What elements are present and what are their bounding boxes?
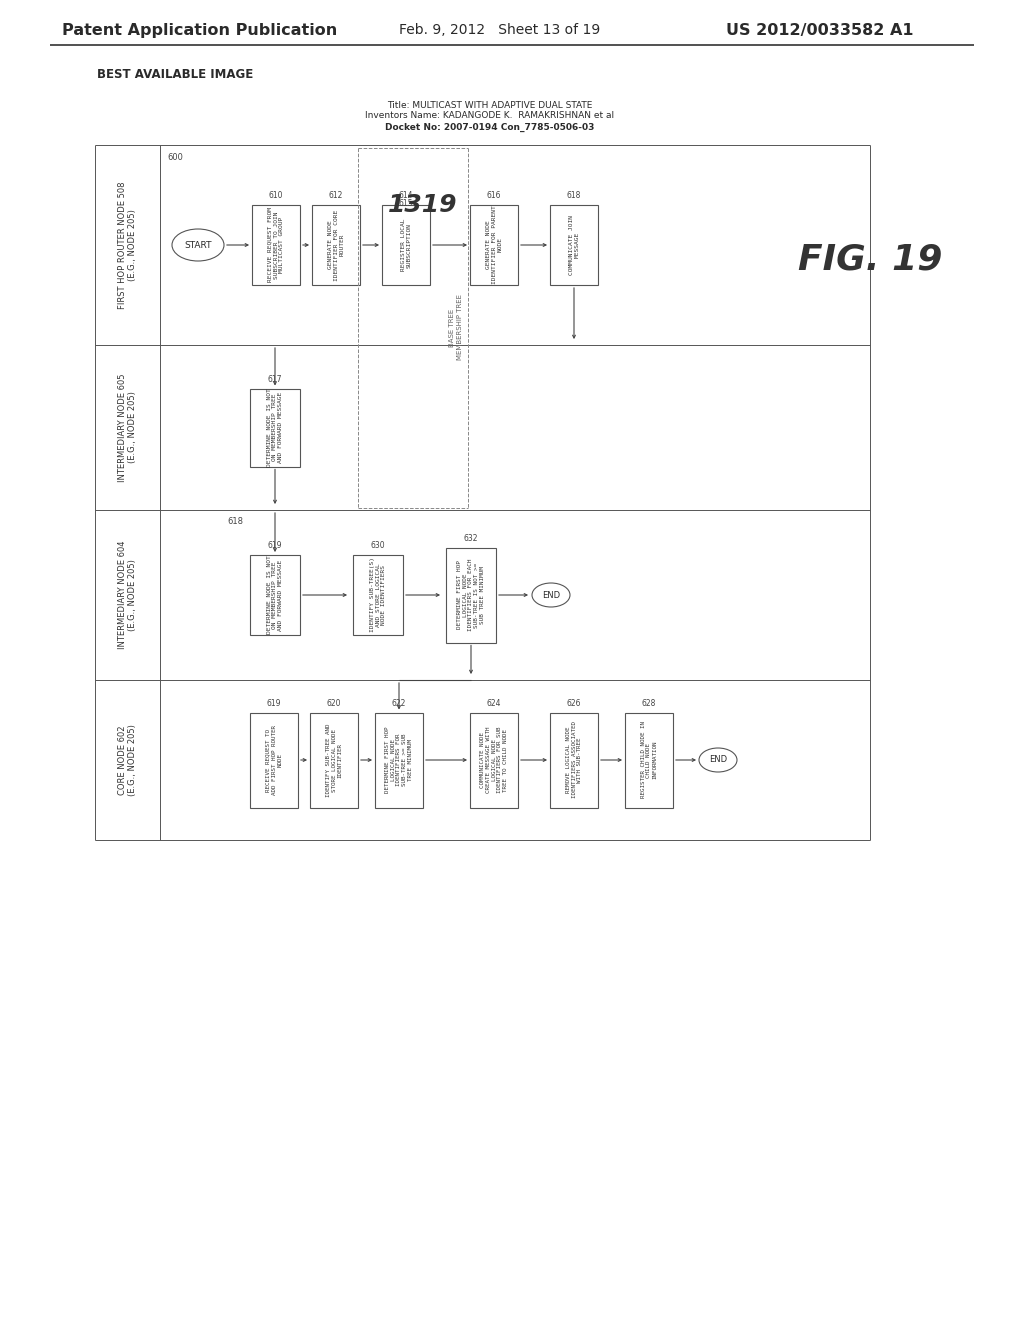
Text: END: END [709, 755, 727, 764]
Bar [470, 713, 518, 808]
Text: IDENTIFY SUB-TREE(S)
AND STORE LOGICAL
NODE IDENTIFIERS: IDENTIFY SUB-TREE(S) AND STORE LOGICAL N… [370, 557, 386, 632]
Text: 616: 616 [486, 191, 502, 201]
Text: RECEIVE REQUEST FROM
SUBSCRIBER TO JOIN
MULTICAST GROUP: RECEIVE REQUEST FROM SUBSCRIBER TO JOIN … [267, 207, 285, 282]
Text: INTERMEDIARY NODE 604
(E.G., NODE 205): INTERMEDIARY NODE 604 (E.G., NODE 205) [118, 541, 137, 649]
Text: 1319: 1319 [388, 193, 458, 216]
Text: BEST AVAILABLE IMAGE: BEST AVAILABLE IMAGE [97, 69, 253, 82]
Text: 612: 612 [329, 191, 343, 201]
Bar [250, 388, 300, 466]
Text: 620: 620 [327, 700, 341, 708]
Text: DETERMINE NODE IS NOT
ON MEMBERSHIP TREE
AND FORWARD MESSAGE: DETERMINE NODE IS NOT ON MEMBERSHIP TREE… [266, 556, 284, 635]
Text: GENERATE NODE
IDENTIFIER FOR CORE
ROUTER: GENERATE NODE IDENTIFIER FOR CORE ROUTER [328, 210, 344, 281]
Text: REGISTER LOCAL
SUBSCRIPTION: REGISTER LOCAL SUBSCRIPTION [400, 219, 412, 271]
Text: CORE NODE 602
(E.G., NODE 205): CORE NODE 602 (E.G., NODE 205) [118, 725, 137, 796]
Bar [375, 713, 423, 808]
Text: 600: 600 [167, 153, 183, 161]
Text: Docket No: 2007-0194 Con_7785-0506-03: Docket No: 2007-0194 Con_7785-0506-03 [385, 123, 595, 132]
Text: 630: 630 [371, 541, 385, 550]
Text: 619: 619 [267, 541, 283, 550]
Text: COMMUNICATE NODE
CREATE MESSAGE WITH
LOGICAL NODE
IDENTIFIERS FOR SUB
TREE TO CH: COMMUNICATE NODE CREATE MESSAGE WITH LOG… [480, 727, 508, 793]
Text: 632: 632 [464, 535, 478, 543]
Bar [312, 205, 360, 285]
Text: IDENTIFY SUB-TREE AND
STORE LOGICAL NODE
IDENTIFIER: IDENTIFY SUB-TREE AND STORE LOGICAL NODE… [326, 723, 342, 797]
Ellipse shape [172, 228, 224, 261]
Text: GENERATE NODE
IDENTIFIER FOR PARENT
NODE: GENERATE NODE IDENTIFIER FOR PARENT NODE [485, 206, 503, 284]
Text: 619: 619 [266, 700, 282, 708]
Bar [625, 713, 673, 808]
Text: 622: 622 [392, 700, 407, 708]
Text: 618: 618 [227, 517, 243, 527]
Text: 628: 628 [642, 700, 656, 708]
Text: REMOVE LOGICAL NODE
IDENTIFIERS ASSOCIATED
WITH SUB-TREE: REMOVE LOGICAL NODE IDENTIFIERS ASSOCIAT… [565, 722, 583, 799]
Text: Inventors Name: KADANGODE K.  RAMAKRISHNAN et al: Inventors Name: KADANGODE K. RAMAKRISHNA… [366, 111, 614, 120]
Bar [382, 205, 430, 285]
Text: END: END [542, 590, 560, 599]
Bar [550, 713, 598, 808]
Bar [252, 205, 300, 285]
Text: START: START [184, 240, 212, 249]
Bar [310, 713, 358, 808]
Text: BASE TREE
MEMBERSHIP TREE: BASE TREE MEMBERSHIP TREE [450, 294, 463, 360]
Text: DETERMINE NODE IS NOT
ON MEMBERSHIP TREE
AND FORWARD MESSAGE: DETERMINE NODE IS NOT ON MEMBERSHIP TREE… [266, 388, 284, 467]
Text: DETERMINE FIRST HOP
LOGICAL NODE
IDENTIFIERS FOR EACH
SUB-TREE IS NOT >=
SUB TRE: DETERMINE FIRST HOP LOGICAL NODE IDENTIF… [457, 558, 485, 631]
Text: COMMUNICATE JOIN
MESSAGE: COMMUNICATE JOIN MESSAGE [568, 215, 580, 275]
Text: Title: MULTICAST WITH ADAPTIVE DUAL STATE: Title: MULTICAST WITH ADAPTIVE DUAL STAT… [387, 100, 593, 110]
Bar [250, 713, 298, 808]
Text: RECEIVE REQUEST TO
ADD FIRST HOP ROUTER
NODE: RECEIVE REQUEST TO ADD FIRST HOP ROUTER … [265, 725, 283, 795]
Bar [470, 205, 518, 285]
Text: INTERMEDIARY NODE 605
(E.G., NODE 205): INTERMEDIARY NODE 605 (E.G., NODE 205) [118, 374, 137, 482]
Text: FIG. 19: FIG. 19 [798, 243, 942, 277]
Bar [250, 554, 300, 635]
Text: 618: 618 [567, 191, 582, 201]
Text: 617: 617 [267, 375, 283, 384]
Ellipse shape [532, 583, 570, 607]
Text: 614: 614 [398, 191, 414, 201]
Bar [550, 205, 598, 285]
Ellipse shape [699, 748, 737, 772]
Text: Feb. 9, 2012   Sheet 13 of 19: Feb. 9, 2012 Sheet 13 of 19 [399, 22, 601, 37]
Text: Patent Application Publication: Patent Application Publication [62, 22, 338, 37]
Text: 624: 624 [486, 700, 502, 708]
Text: 626: 626 [566, 700, 582, 708]
Text: 610: 610 [268, 191, 284, 201]
Text: DETERMINE FIRST HOP
LOGICAL NODE
IDENTIFIERS FOR
SUB-TREE >= SUB
TREE MINIMUM: DETERMINE FIRST HOP LOGICAL NODE IDENTIF… [385, 727, 413, 793]
Text: REGISTER CHILD NODE IN
CHILD NODE
INFORMATION: REGISTER CHILD NODE IN CHILD NODE INFORM… [641, 722, 657, 799]
Text: US 2012/0033582 A1: US 2012/0033582 A1 [726, 22, 913, 37]
Text: 615: 615 [398, 199, 414, 209]
Text: FIRST HOP ROUTER NODE 508
(E.G., NODE 205): FIRST HOP ROUTER NODE 508 (E.G., NODE 20… [118, 181, 137, 309]
Bar [353, 554, 403, 635]
Bar [446, 548, 496, 643]
